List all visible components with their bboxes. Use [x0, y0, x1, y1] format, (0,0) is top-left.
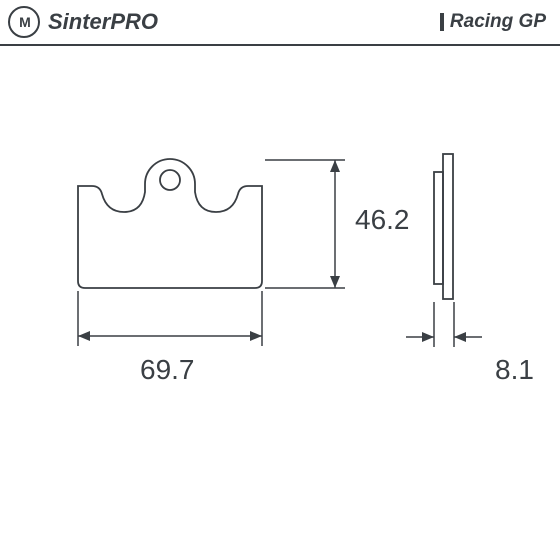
right-label-text: Racing GP — [450, 11, 546, 32]
brand-suffix: PRO — [110, 9, 158, 34]
header-bar: M SinterPRO Racing GP — [0, 0, 560, 46]
header-right-label: Racing GP — [440, 11, 546, 33]
brake-pad-front-view — [70, 156, 270, 306]
brake-pad-side-view — [425, 146, 465, 306]
thickness-dimension-value: 8.1 — [495, 354, 534, 386]
brand-prefix: Sinter — [48, 9, 110, 34]
brand-group: M SinterPRO — [8, 6, 158, 38]
brand-text: SinterPRO — [48, 9, 158, 35]
width-dimension-value: 69.7 — [140, 354, 195, 386]
separator-mark-icon — [440, 13, 444, 31]
diagram-area: 69.7 46.2 8.1 — [0, 46, 560, 556]
logo-icon: M — [8, 6, 40, 38]
logo-glyph: M — [19, 14, 29, 30]
height-dimension-value: 46.2 — [355, 204, 410, 236]
